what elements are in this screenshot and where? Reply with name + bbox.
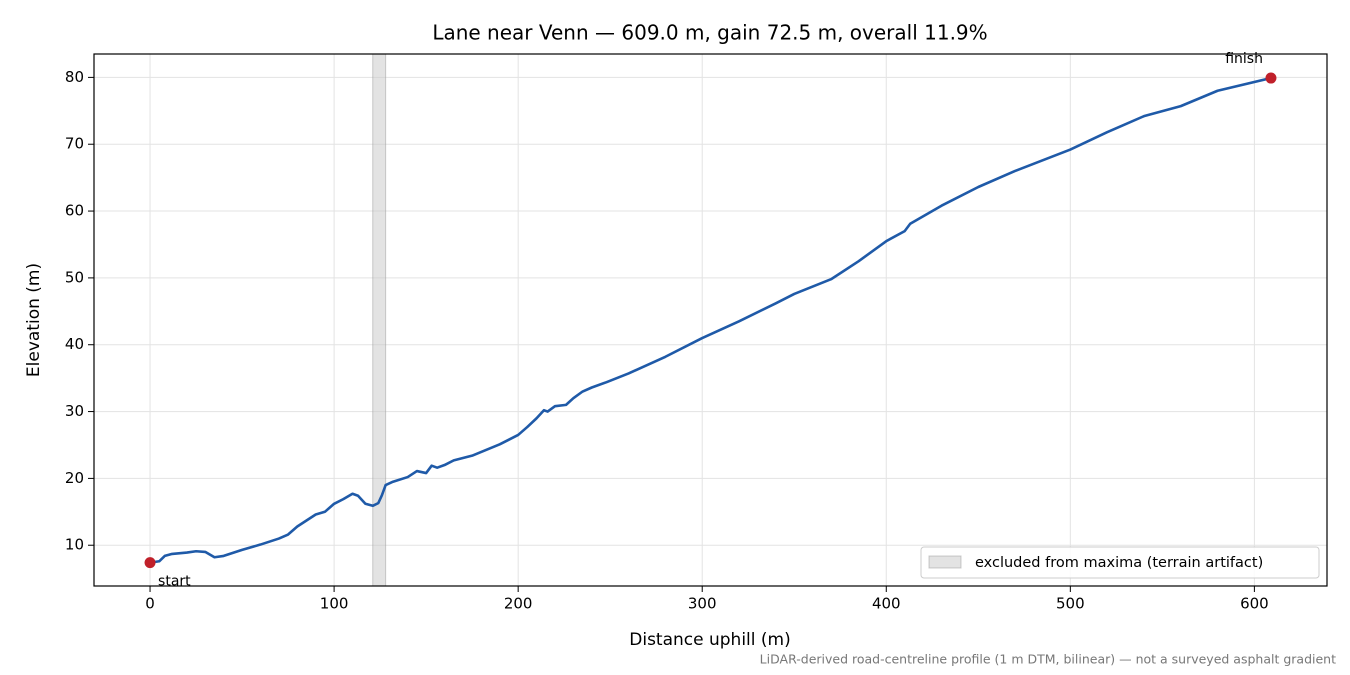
x-axis-label: Distance uphill (m) bbox=[629, 630, 790, 650]
footnote: LiDAR-derived road-centreline profile (1… bbox=[760, 652, 1336, 667]
y-tick-label: 30 bbox=[65, 402, 84, 420]
y-axis-label: Elevation (m) bbox=[24, 263, 44, 377]
legend-label: excluded from maxima (terrain artifact) bbox=[975, 555, 1263, 571]
endpoint-label: finish bbox=[1225, 51, 1263, 67]
y-tick-label: 10 bbox=[65, 536, 84, 554]
legend: excluded from maxima (terrain artifact) bbox=[920, 546, 1320, 579]
legend-swatch bbox=[928, 555, 962, 569]
elevation-line bbox=[149, 76, 1272, 564]
x-tick-label: 300 bbox=[688, 595, 717, 613]
y-tick-label: 80 bbox=[65, 68, 84, 86]
y-tick-label: 20 bbox=[65, 469, 84, 487]
legend-box bbox=[920, 546, 1320, 579]
endpoint-label: start bbox=[158, 574, 191, 590]
endpoint-marker bbox=[1265, 72, 1277, 84]
y-tick-label: 60 bbox=[65, 202, 84, 220]
y-tick-label: 40 bbox=[65, 335, 84, 353]
x-tick-label: 600 bbox=[1240, 595, 1269, 613]
y-tick-label: 50 bbox=[65, 268, 84, 286]
x-tick-label: 400 bbox=[872, 595, 901, 613]
endpoint-marker bbox=[144, 557, 156, 569]
plot-frame bbox=[93, 53, 1328, 587]
x-tick-label: 0 bbox=[145, 595, 155, 613]
y-tick-label: 70 bbox=[65, 135, 84, 153]
x-tick-label: 100 bbox=[320, 595, 349, 613]
x-tick-label: 500 bbox=[1056, 595, 1085, 613]
chart-title: Lane near Venn — 609.0 m, gain 72.5 m, o… bbox=[432, 21, 987, 45]
x-tick-label: 200 bbox=[504, 595, 533, 613]
